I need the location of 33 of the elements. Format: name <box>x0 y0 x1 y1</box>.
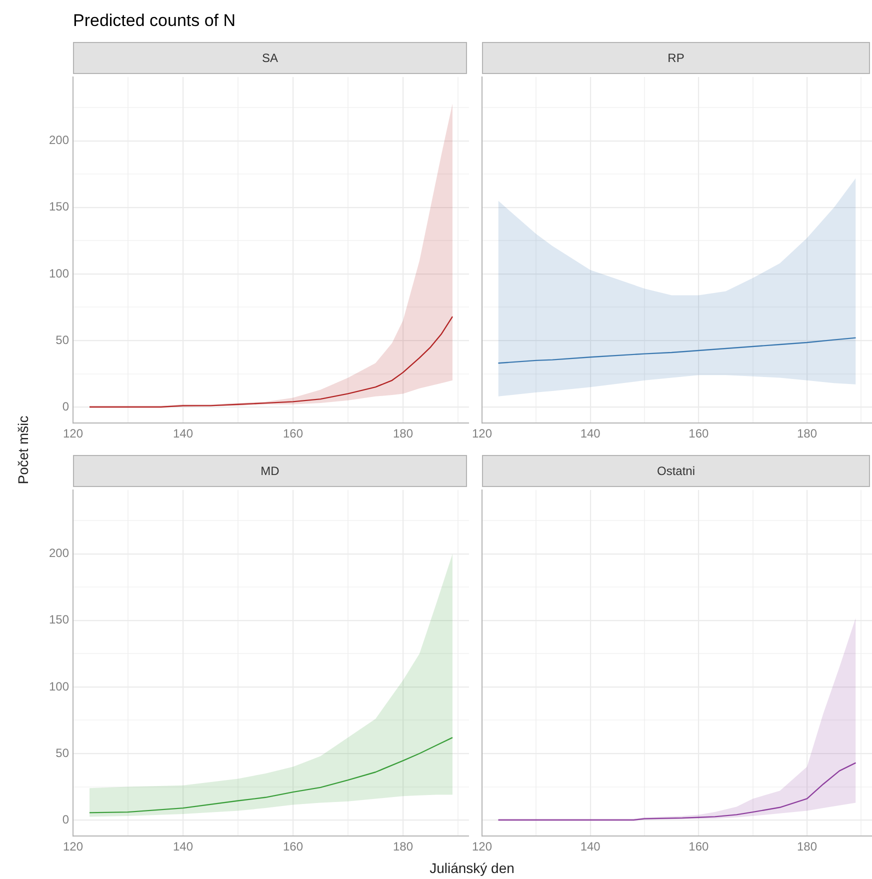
x-tick-label: 160 <box>282 426 304 441</box>
text: MD <box>260 464 280 478</box>
x-tick-label: 120 <box>62 426 84 441</box>
y-tick-label: 150 <box>48 200 70 214</box>
y-tick-label: 100 <box>48 679 70 694</box>
text: SA <box>262 51 278 65</box>
text: RP <box>668 51 684 65</box>
y-tick-label: 50 <box>56 332 70 347</box>
x-tick-label: 160 <box>688 426 709 441</box>
y-axis-title: Počet mšic <box>15 416 31 484</box>
chart-title: Predicted counts of N <box>73 11 236 31</box>
y-tick-label: 50 <box>56 746 70 760</box>
x-tick-label: 120 <box>472 840 492 854</box>
text: Ostatni <box>656 464 695 478</box>
y-tick-label: 150 <box>48 612 70 627</box>
x-tick-label: 180 <box>796 426 818 441</box>
x-tick-label: 180 <box>796 840 818 854</box>
x-tick-label: 140 <box>172 840 194 854</box>
x-tick-label: 180 <box>392 840 414 854</box>
x-tick-label: 180 <box>392 426 414 441</box>
y-tick-label: 200 <box>48 546 70 560</box>
x-tick-label: 140 <box>580 426 601 441</box>
y-tick-label: 0 <box>62 399 70 414</box>
x-tick-label: 160 <box>688 840 709 854</box>
x-tick-label: 160 <box>282 840 304 854</box>
y-tick-label: 100 <box>48 266 70 280</box>
x-tick-label: 140 <box>172 426 194 441</box>
x-tick-label: 120 <box>62 840 84 854</box>
x-axis-title: Juliánský den <box>430 860 514 876</box>
x-tick-label: 120 <box>472 426 492 441</box>
x-tick-label: 140 <box>580 840 601 854</box>
y-tick-label: 0 <box>62 812 70 826</box>
y-tick-label: 200 <box>48 133 70 148</box>
